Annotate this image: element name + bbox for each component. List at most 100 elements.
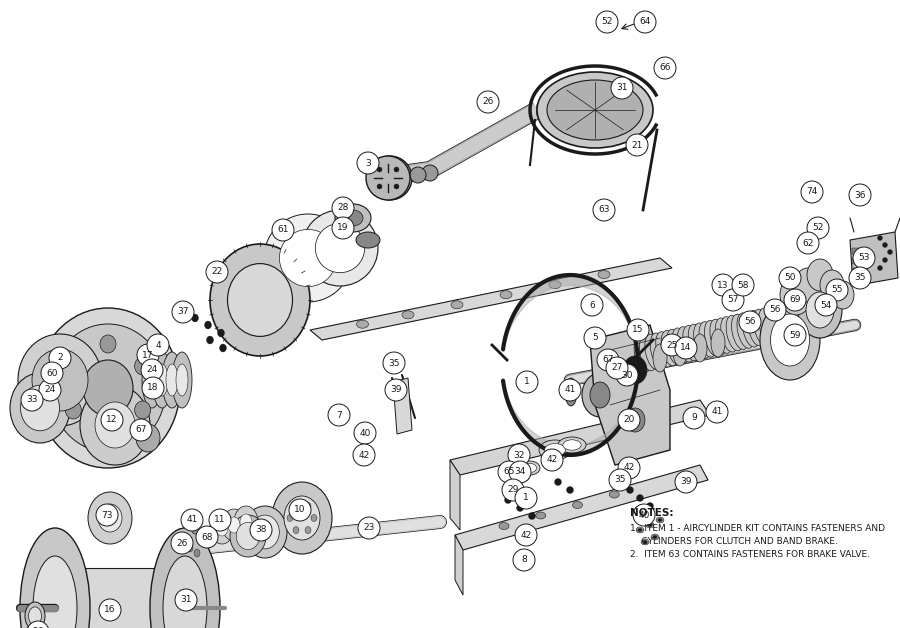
Ellipse shape (204, 321, 212, 329)
Text: 28: 28 (338, 203, 348, 212)
Ellipse shape (136, 424, 160, 452)
Ellipse shape (673, 338, 687, 366)
Circle shape (661, 334, 683, 356)
Text: 67: 67 (602, 355, 614, 364)
Ellipse shape (537, 72, 653, 148)
Text: 1: 1 (523, 494, 529, 502)
Ellipse shape (377, 167, 382, 172)
Text: 38: 38 (256, 526, 266, 534)
Ellipse shape (554, 479, 562, 485)
Ellipse shape (80, 385, 150, 465)
Ellipse shape (163, 556, 207, 628)
Text: 15: 15 (632, 325, 644, 335)
Circle shape (502, 479, 524, 501)
Ellipse shape (721, 317, 738, 352)
Text: 13: 13 (717, 281, 729, 290)
Circle shape (559, 379, 581, 401)
Polygon shape (450, 400, 710, 475)
Circle shape (358, 517, 380, 539)
Circle shape (332, 217, 354, 239)
Circle shape (597, 349, 619, 371)
Ellipse shape (32, 349, 88, 411)
Ellipse shape (394, 167, 399, 172)
Polygon shape (393, 378, 412, 434)
Circle shape (332, 197, 354, 219)
Ellipse shape (694, 323, 711, 359)
Ellipse shape (451, 301, 463, 309)
Text: 42: 42 (546, 455, 558, 465)
Circle shape (826, 279, 848, 301)
Ellipse shape (549, 281, 561, 289)
Polygon shape (537, 90, 575, 130)
Ellipse shape (688, 324, 706, 360)
Ellipse shape (264, 214, 352, 302)
Text: 10: 10 (294, 506, 306, 514)
Ellipse shape (95, 402, 135, 448)
Ellipse shape (678, 327, 695, 362)
Ellipse shape (806, 292, 834, 328)
Text: 6: 6 (590, 301, 595, 310)
Polygon shape (590, 325, 670, 465)
Ellipse shape (311, 514, 317, 521)
Ellipse shape (547, 80, 643, 140)
Ellipse shape (187, 544, 193, 552)
Text: NOTES:: NOTES: (630, 508, 673, 518)
Polygon shape (310, 258, 672, 340)
Circle shape (509, 461, 531, 483)
Text: 68: 68 (202, 533, 212, 541)
Text: 64: 64 (639, 18, 651, 26)
Text: 42: 42 (624, 463, 634, 472)
Ellipse shape (737, 313, 754, 349)
Circle shape (609, 469, 631, 491)
Text: 26: 26 (482, 97, 494, 107)
Ellipse shape (36, 308, 180, 468)
Ellipse shape (634, 337, 652, 372)
Ellipse shape (237, 522, 260, 550)
Ellipse shape (565, 378, 577, 406)
Ellipse shape (672, 328, 689, 364)
Ellipse shape (100, 335, 116, 353)
Circle shape (39, 379, 61, 401)
Ellipse shape (705, 320, 722, 356)
Circle shape (250, 519, 272, 541)
Ellipse shape (142, 352, 162, 408)
Circle shape (849, 184, 871, 206)
Ellipse shape (210, 512, 234, 544)
Ellipse shape (883, 257, 887, 263)
Ellipse shape (302, 210, 378, 286)
Circle shape (618, 409, 640, 431)
Circle shape (515, 524, 537, 546)
Text: 58: 58 (737, 281, 749, 290)
Ellipse shape (234, 506, 258, 538)
Circle shape (498, 461, 520, 483)
Ellipse shape (162, 352, 182, 408)
Ellipse shape (887, 249, 893, 254)
Text: 17: 17 (142, 350, 154, 359)
Circle shape (171, 532, 193, 554)
Circle shape (27, 621, 49, 628)
Ellipse shape (643, 541, 647, 543)
Ellipse shape (377, 184, 382, 189)
Text: 66: 66 (659, 63, 670, 72)
Text: 9: 9 (691, 413, 697, 423)
Ellipse shape (23, 624, 47, 628)
Ellipse shape (770, 314, 809, 366)
Ellipse shape (335, 204, 371, 232)
Circle shape (206, 261, 228, 283)
Ellipse shape (667, 329, 684, 365)
Ellipse shape (172, 352, 192, 408)
Ellipse shape (206, 336, 213, 344)
Ellipse shape (634, 507, 642, 514)
Ellipse shape (641, 539, 649, 545)
Ellipse shape (190, 510, 200, 534)
Ellipse shape (50, 324, 166, 452)
Text: 63: 63 (598, 205, 610, 215)
Ellipse shape (156, 364, 168, 396)
Ellipse shape (402, 311, 414, 319)
Text: 35: 35 (388, 359, 400, 367)
Text: CYLINDERS FOR CLUTCH AND BAND BRAKE.: CYLINDERS FOR CLUTCH AND BAND BRAKE. (630, 537, 838, 546)
Ellipse shape (683, 325, 700, 361)
Ellipse shape (33, 556, 77, 628)
Text: 2: 2 (58, 354, 63, 362)
Ellipse shape (517, 504, 524, 511)
